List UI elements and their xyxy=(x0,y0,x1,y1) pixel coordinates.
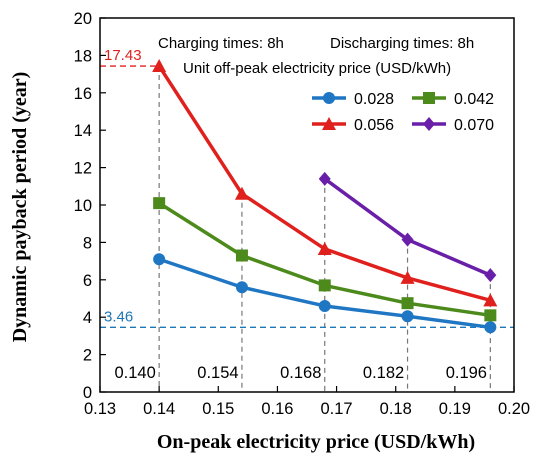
data-point-0.042 xyxy=(484,309,497,322)
data-point-0.042 xyxy=(153,197,166,210)
data-point-0.070 xyxy=(484,268,497,283)
legend-marker-0.056 xyxy=(322,117,336,130)
discharging-times-note: Discharging times: 8h xyxy=(330,35,474,52)
reference-line-label: 17.43 xyxy=(104,47,142,64)
y-tick-label: 20 xyxy=(74,10,92,28)
x-tick-label: 0.14 xyxy=(143,400,175,418)
legend-marker-0.028 xyxy=(323,92,335,104)
data-point-0.070 xyxy=(401,232,414,247)
y-tick-label: 16 xyxy=(74,85,92,103)
data-point-0.056 xyxy=(234,186,249,200)
data-point-0.056 xyxy=(317,241,332,255)
x-tick-label: 0.17 xyxy=(321,400,353,418)
x-tick-label: 0.16 xyxy=(261,400,293,418)
y-tick-label: 6 xyxy=(83,272,92,290)
reference-lines-layer: 0.140 0.154 0.168 0.182 0.196 17.43 3.46 xyxy=(100,47,514,392)
x-tick-label: 0.18 xyxy=(380,400,412,418)
y-tick-label: 2 xyxy=(83,347,92,365)
data-point-0.028 xyxy=(401,310,414,323)
data-point-0.042 xyxy=(318,279,331,292)
data-point-0.028 xyxy=(484,321,497,334)
data-point-0.070 xyxy=(318,171,331,186)
x-tick-label: 0.13 xyxy=(84,400,116,418)
y-tick-label: 0 xyxy=(83,384,92,402)
x-tick-label: 0.19 xyxy=(439,400,471,418)
x-tick-label: 0.20 xyxy=(498,400,530,418)
y-tick-label: 8 xyxy=(83,234,92,252)
legend-label-0.070: 0.070 xyxy=(454,117,494,134)
vertical-marker-label: 0.168 xyxy=(280,364,321,382)
data-point-0.028 xyxy=(153,253,166,266)
x-tick-label: 0.15 xyxy=(202,400,234,418)
vertical-marker-label: 0.196 xyxy=(446,364,487,382)
y-tick-label: 4 xyxy=(83,309,92,327)
legend-title: Unit off-peak electricity price (USD/kWh… xyxy=(183,60,451,77)
y-tick-label: 14 xyxy=(74,122,92,140)
vertical-marker-label: 0.154 xyxy=(197,364,238,382)
legend-label-0.056: 0.056 xyxy=(354,117,394,134)
x-axis-title: On-peak electricity price (USD/kWh) xyxy=(157,431,475,453)
legend-label-0.042: 0.042 xyxy=(454,91,494,108)
data-point-0.056 xyxy=(152,59,167,73)
legend-label-0.028: 0.028 xyxy=(354,91,394,108)
y-tick-label: 12 xyxy=(74,160,92,178)
charging-times-note: Charging times: 8h xyxy=(158,35,284,52)
legend-marker-0.070 xyxy=(423,117,435,131)
y-tick-label: 18 xyxy=(74,47,92,65)
legend: 0.028 0.042 0.056 0.070 xyxy=(312,91,494,134)
data-point-0.028 xyxy=(318,299,331,312)
data-point-0.042 xyxy=(401,297,414,310)
y-axis-title: Dynamic payback period (year) xyxy=(9,72,31,343)
vertical-marker-label: 0.182 xyxy=(363,364,404,382)
legend-marker-0.042 xyxy=(423,92,435,104)
vertical-marker-label: 0.140 xyxy=(114,364,155,382)
y-tick-label: 10 xyxy=(74,197,92,215)
series-layer xyxy=(152,59,498,334)
data-point-0.056 xyxy=(483,293,498,307)
reference-line-label: 3.46 xyxy=(104,308,133,325)
data-point-0.056 xyxy=(400,270,415,284)
data-point-0.028 xyxy=(235,281,248,294)
data-point-0.042 xyxy=(235,249,248,262)
